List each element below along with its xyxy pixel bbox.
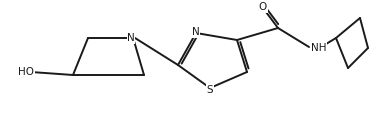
Text: O: O <box>259 2 267 12</box>
Text: S: S <box>207 85 213 95</box>
Text: NH: NH <box>311 43 327 53</box>
Text: N: N <box>192 27 200 37</box>
Text: HO: HO <box>18 67 34 77</box>
Text: N: N <box>127 33 135 43</box>
